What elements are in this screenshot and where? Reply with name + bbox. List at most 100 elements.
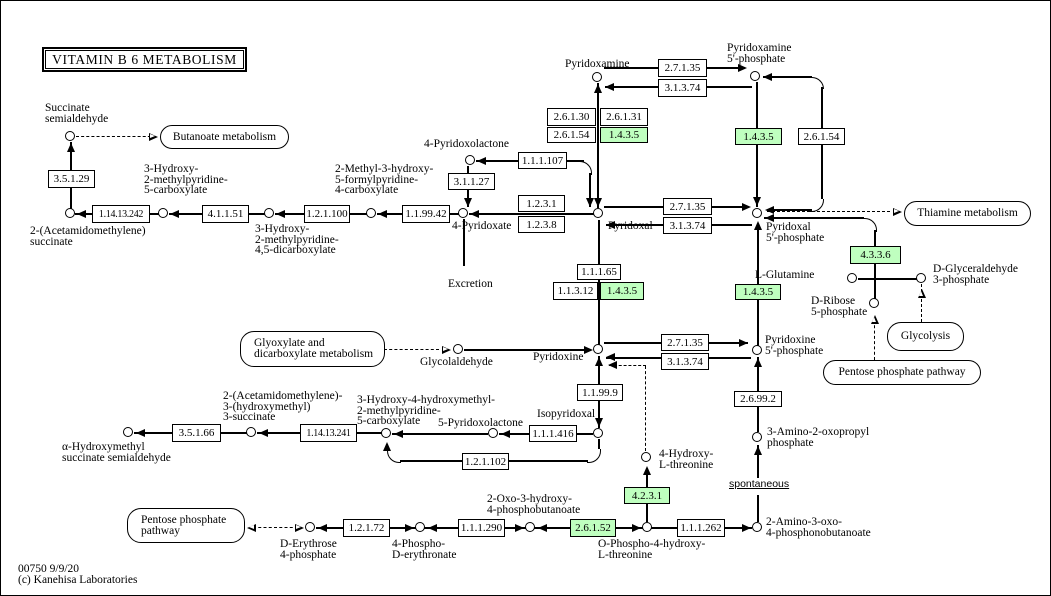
compound-succinate-semialdehyde[interactable] [65, 131, 76, 142]
enzyme-1-1-99-42[interactable]: 1.1.99.42 [402, 205, 450, 223]
pathway-link-butanoate-metabolism[interactable]: Butanoate metabolism [160, 125, 289, 149]
compound-4-pyridoxate[interactable] [458, 208, 469, 219]
arrowhead [642, 466, 651, 475]
enzyme-2-6-1-30[interactable]: 2.6.1.30 [547, 108, 596, 126]
enzyme-2-6-1-54[interactable]: 2.6.1.54 [547, 127, 596, 143]
pathway-link-pentose-phosphate-pathway[interactable]: Pentose phosphate pathway [127, 508, 245, 543]
enzyme-1-2-1-72[interactable]: 1.2.1.72 [343, 519, 390, 537]
enzyme-1-1-3-12[interactable]: 1.1.3.12 [553, 282, 598, 300]
compound-glycolaldehyde[interactable] [453, 344, 464, 355]
enzyme-1-2-1-100[interactable]: 1.2.1.100 [304, 205, 350, 223]
enzyme-2-7-1-35[interactable]: 2.7.1.35 [658, 59, 707, 77]
arrowhead-inner [150, 134, 156, 139]
compound-4-hydroxy-l-threonine[interactable] [641, 452, 652, 463]
enzyme-2-6-99-2[interactable]: 2.6.99.2 [734, 391, 782, 407]
compound-hydroxymethyl-succinate-semialdehyde[interactable] [123, 427, 134, 438]
label-pyridoxamine: Pyridoxamine [565, 58, 630, 70]
enzyme-1-14-13-242[interactable]: 1.14.13.242 [92, 205, 150, 223]
compound-pyridoxamine-5-phosphate[interactable] [750, 71, 761, 82]
enzyme-1-1-1-262[interactable]: 1.1.1.262 [677, 519, 725, 537]
enzyme-3-1-1-27[interactable]: 3.1.1.27 [448, 173, 495, 190]
compound-4-phospho-d-erythronate[interactable] [415, 522, 426, 533]
enzyme-2-6-1-52[interactable]: 2.6.1.52 [570, 519, 616, 537]
enzyme-1-1-99-9[interactable]: 1.1.99.9 [577, 384, 623, 401]
compound-pyridoxine[interactable] [593, 344, 604, 355]
compound-3-hydroxy-2-methylpyridine-5-carboxylate[interactable] [158, 208, 169, 219]
map-footer: 00750 9/9/20 (c) Kanehisa Laboratories [18, 563, 137, 586]
enzyme-2-7-1-35[interactable]: 2.7.1.35 [663, 198, 712, 215]
label-glycolaldehyde: Glycolaldehyde [420, 356, 493, 368]
compound-o-phospho-4-hydroxy-l-threonine[interactable] [642, 522, 653, 533]
excretion-label: Excretion [448, 278, 493, 290]
compound-2-methyl-3-hydroxy-5-formylpyridine-4-carb[interactable] [366, 208, 377, 219]
compound-2-oxo-3-hydroxy-4-phosphobutanoate[interactable] [525, 522, 536, 533]
edge-line [76, 136, 156, 138]
compound-pyridoxamine[interactable] [592, 72, 603, 83]
enzyme-1-4-3-5[interactable]: 1.4.3.5 [735, 128, 782, 145]
label-2-oxo-3-hydroxy-4-phosphobutanoate: 2-Oxo-3-hydroxy- 4-phosphobutanoate [487, 493, 581, 516]
compound-4-pyridoxolactone[interactable] [465, 155, 476, 166]
compound-pyridoxal-5-phosphate[interactable] [752, 208, 763, 219]
compound-pyridoxal[interactable] [593, 208, 604, 219]
edge-line [921, 284, 923, 322]
enzyme-2-6-1-54[interactable]: 2.6.1.54 [798, 128, 845, 145]
enzyme-2-7-1-35[interactable]: 2.7.1.35 [661, 334, 709, 351]
enzyme-4-2-3-1[interactable]: 4.2.3.1 [624, 487, 670, 504]
label-3-hydroxy-2-methylpyridine-5-carboxylate: 3-Hydroxy- 2-methylpyridine- 5-carboxyla… [144, 163, 228, 197]
compound-d-glyceraldehyde-3-phosphate[interactable] [916, 273, 927, 284]
map-id: 00750 9/9/20 [18, 563, 80, 575]
enzyme-1-4-3-5[interactable]: 1.4.3.5 [600, 127, 648, 143]
compound-pyridoxine-5-phosphate[interactable] [752, 345, 763, 356]
enzyme-1-1-1-107[interactable]: 1.1.1.107 [518, 152, 567, 169]
enzyme-2-6-1-31[interactable]: 2.6.1.31 [600, 108, 648, 126]
enzyme-3-1-3-74[interactable]: 3.1.3.74 [661, 353, 709, 370]
arrowhead [538, 523, 547, 532]
arrowhead [170, 209, 179, 218]
enzyme-1-2-3-8[interactable]: 1.2.3.8 [518, 216, 565, 233]
arrowhead [585, 198, 594, 207]
compound-3-hydroxy-4-hydroxymethyl-2-methylpyridine[interactable] [381, 428, 392, 439]
enzyme-3-1-3-74[interactable]: 3.1.3.74 [658, 79, 707, 97]
compound-3-hydroxy-2-methylpyridine-4-5-dicarboxyla[interactable] [264, 208, 275, 219]
edge-curve [587, 449, 602, 464]
arrowhead [378, 209, 387, 218]
enzyme-1-14-13-241[interactable]: 1.14.13.241 [300, 424, 357, 442]
compound-3-amino-2-oxopropyl-phosphate[interactable] [752, 432, 763, 443]
enzyme-1-4-3-5[interactable]: 1.4.3.5 [600, 282, 644, 300]
arrowhead [738, 63, 747, 72]
label-d-erythrose-4-phosphate: D-Erythrose 4-phosphate [280, 538, 337, 561]
compound-isopyridoxal[interactable] [593, 428, 604, 439]
edge-line [597, 83, 599, 208]
edge-line [772, 209, 812, 211]
enzyme-3-5-1-66[interactable]: 3.5.1.66 [172, 424, 221, 442]
enzyme-3-5-1-29[interactable]: 3.5.1.29 [48, 170, 95, 188]
map-title: VITAMIN B 6 METABOLISM [45, 50, 244, 69]
enzyme-3-1-3-74[interactable]: 3.1.3.74 [663, 217, 712, 234]
compound-2-acetamidomethylene-3-hydroxymethyl-3-suc[interactable] [246, 427, 257, 438]
enzyme-1-4-3-5[interactable]: 1.4.3.5 [735, 284, 781, 300]
enzyme-1-1-1-65[interactable]: 1.1.1.65 [577, 264, 621, 280]
pathway-link-glyoxylate-and-dicarboxylate-metabolism[interactable]: Glyoxylate and dicarboxylate metabolism [240, 331, 385, 367]
enzyme-1-1-1-416[interactable]: 1.1.1.416 [529, 425, 577, 442]
compound-l-glutamine[interactable] [847, 273, 858, 284]
enzyme-1-2-1-102[interactable]: 1.2.1.102 [462, 453, 509, 470]
pathway-link-glycolysis[interactable]: Glycolysis [887, 322, 964, 351]
enzyme-4-3-3-6[interactable]: 4.3.3.6 [850, 246, 901, 264]
edge-curve [862, 218, 878, 232]
arrowhead [765, 213, 774, 222]
pathway-link-pentose-phosphate-pathway[interactable]: Pentose phosphate pathway [823, 360, 981, 385]
compound-d-erythrose-4-phosphate[interactable] [305, 522, 316, 533]
compound-5-pyridoxolactone[interactable] [488, 428, 499, 439]
label-4-hydroxy-l-threonine: 4-Hydroxy- L-threonine [659, 448, 714, 471]
enzyme-1-2-3-1[interactable]: 1.2.3.1 [518, 195, 565, 212]
arrowhead [501, 429, 510, 438]
enzyme-1-1-1-290[interactable]: 1.1.1.290 [458, 519, 505, 537]
enzyme-4-1-1-51[interactable]: 4.1.1.51 [202, 205, 249, 223]
compound-2-amino-3-oxo-4-phosphonobutanoate[interactable] [752, 522, 763, 533]
arrowhead [753, 446, 762, 455]
pathway-link-thiamine-metabolism[interactable]: Thiamine metabolism [904, 201, 1031, 226]
arrowhead-inner [249, 525, 255, 530]
edge-line [757, 445, 759, 478]
compound-2-acetamidomethylene-succinate[interactable] [65, 208, 76, 219]
compound-d-ribose-5-phosphate[interactable] [869, 298, 880, 309]
